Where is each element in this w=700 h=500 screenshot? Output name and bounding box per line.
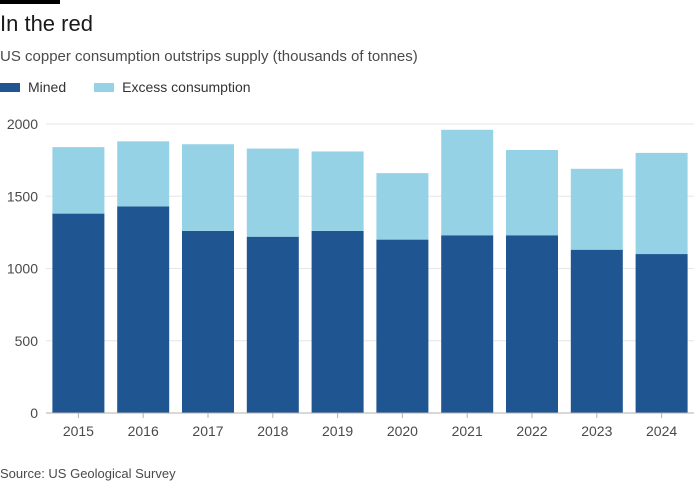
axis-layer: 0 500 1000 1500 2000 2015 2016 2017 2018 2019 2020… [7,116,694,439]
y-tick-label-1000: 1000 [7,261,38,277]
chart-subtitle: US copper consumption outstrips supply (… [0,48,418,65]
bar-mined-2017 [182,230,234,413]
x-tick-label-2019: 2019 [322,423,353,439]
x-tick-label-2015: 2015 [63,423,94,439]
x-tick-label-2021: 2021 [452,423,483,439]
bar-mined-2020 [376,239,429,413]
bar-excess-2023 [570,168,623,250]
bar-excess-2015 [52,147,105,214]
bar-excess-2016 [117,141,170,207]
y-tick-label-500: 500 [15,333,39,349]
bar-mined-2023 [570,249,623,413]
legend: Mined Excess consumption [0,79,279,95]
x-tick-label-2020: 2020 [387,423,418,439]
y-tick-label-0: 0 [30,405,38,421]
bar-excess-2020 [376,173,429,240]
bar-mined-2022 [506,235,558,413]
top-rule [0,0,60,4]
bar-excess-2021 [441,129,494,236]
legend-label-excess: Excess consumption [122,79,251,95]
bar-mined-2015 [52,213,105,413]
bars-layer [52,129,688,413]
bar-excess-2022 [506,150,558,236]
legend-item-excess: Excess consumption [94,79,251,95]
x-tick-label-2017: 2017 [192,423,223,439]
y-tick-label-1500: 1500 [7,188,38,204]
stacked-bar-chart: 0 500 1000 1500 2000 2015 2016 2017 2018 2019 2020… [7,116,694,439]
bar-excess-2019 [311,151,364,231]
bar-excess-2024 [635,152,688,255]
chart-title: In the red [0,11,93,36]
x-tick-label-2016: 2016 [128,423,159,439]
source-note: Source: US Geological Survey [0,466,176,481]
bar-mined-2021 [441,235,494,413]
bar-mined-2018 [246,236,299,413]
bar-mined-2019 [311,230,364,413]
bar-excess-2018 [246,148,299,237]
bar-mined-2024 [635,254,688,413]
bar-excess-2017 [182,144,234,231]
legend-item-mined: Mined [0,79,66,95]
x-tick-label-2023: 2023 [581,423,612,439]
bar-mined-2016 [117,206,170,413]
x-tick-label-2024: 2024 [646,423,677,439]
legend-label-mined: Mined [28,79,67,95]
x-tick-label-2018: 2018 [257,423,288,439]
legend-swatch-excess [94,82,115,92]
y-tick-label-2000: 2000 [7,116,38,132]
legend-swatch-mined [0,82,20,92]
x-tick-label-2022: 2022 [516,423,547,439]
